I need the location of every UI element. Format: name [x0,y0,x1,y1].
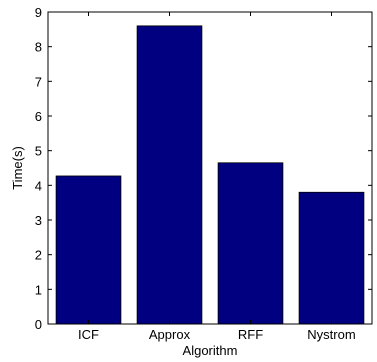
y-tick-label: 4 [35,178,42,193]
bars-group [55,25,365,325]
y-tick-label: 8 [35,40,42,55]
ticks-group [48,11,372,325]
bar-rff [217,162,284,325]
x-tick-label: Nystrom [307,327,355,342]
y-axis-label: Time(s) [10,146,25,190]
bar-icf [55,175,122,325]
y-tick-label: 6 [35,109,42,124]
y-tick-label: 9 [35,5,42,20]
y-tick-label: 5 [35,144,42,159]
x-tick-labels: ICF Approx RFF Nystrom [78,327,356,342]
y-tick-label: 1 [35,282,42,297]
y-tick-labels: 0 1 2 3 4 5 6 7 8 9 [35,5,42,332]
bar-approx [136,25,203,325]
x-axis-label: Algorithm [183,343,238,358]
x-tick-label: RFF [238,327,263,342]
axes-box [47,11,373,325]
y-tick-label: 2 [35,248,42,263]
x-tick-label: ICF [78,327,99,342]
y-tick-label: 0 [35,317,42,332]
bar-nystrom [298,191,365,325]
y-tick-label: 7 [35,74,42,89]
x-tick-label: Approx [149,327,191,342]
y-tick-label: 3 [35,213,42,228]
